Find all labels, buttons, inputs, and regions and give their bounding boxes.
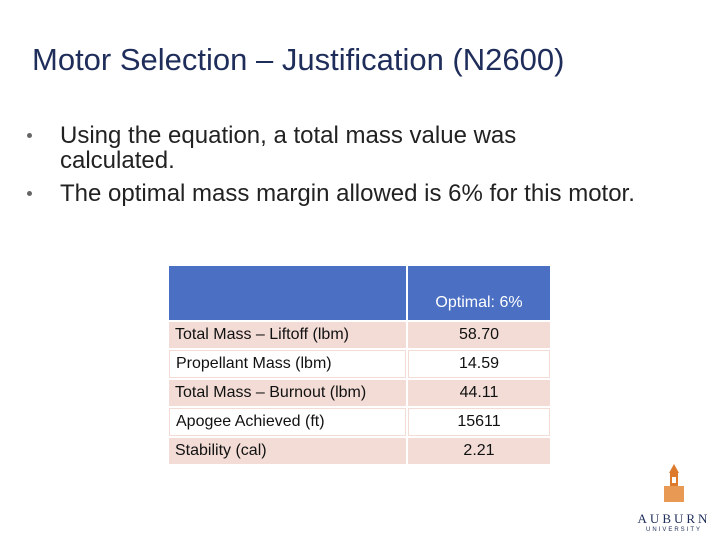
table-row: Propellant Mass (lbm) 14.59 bbox=[169, 350, 550, 378]
table-cell: Total Mass – Burnout (lbm) bbox=[169, 380, 406, 406]
data-table: Optimal: 6% Total Mass – Liftoff (lbm) 58… bbox=[167, 264, 552, 466]
bullet: Using the equation, a total mass value w… bbox=[27, 122, 635, 174]
table-cell: 58.70 bbox=[408, 322, 550, 348]
table-row: Total Mass – Liftoff (lbm) 58.70 bbox=[169, 322, 550, 348]
table-cell: 14.59 bbox=[408, 350, 550, 378]
table-cell: 44.11 bbox=[408, 380, 550, 406]
slide-title: Motor Selection – Justification (N2600) bbox=[32, 42, 565, 77]
table-row: Total Mass – Burnout (lbm) 44.11 bbox=[169, 380, 550, 406]
header-cell: Optimal: 6% bbox=[408, 266, 550, 320]
logo-tower bbox=[664, 464, 684, 502]
bullet-text: The optimal mass margin allowed is 6% fo… bbox=[60, 180, 635, 207]
logo: AUBURN UNIVERSITY bbox=[636, 464, 712, 533]
header-row: Optimal: 6% bbox=[169, 266, 550, 320]
logo-subtitle: UNIVERSITY bbox=[645, 527, 702, 533]
table-cell: Total Mass – Liftoff (lbm) bbox=[169, 322, 406, 348]
table-row: Stability (cal) 2.21 bbox=[169, 438, 550, 464]
table-row: Apogee Achieved (ft) 15611 bbox=[169, 408, 550, 436]
table-cell: 15611 bbox=[408, 408, 550, 436]
table-cell: 2.21 bbox=[408, 438, 550, 464]
table-cell: Apogee Achieved (ft) bbox=[169, 408, 406, 436]
logo-name: AUBURN bbox=[637, 511, 711, 526]
bullet: The optimal mass margin allowed is 6% fo… bbox=[27, 180, 635, 207]
table-cell: Propellant Mass (lbm) bbox=[169, 350, 406, 378]
header-cell bbox=[169, 266, 406, 320]
bullet-text: Using the equation, a total mass value w… bbox=[60, 122, 517, 174]
table-cell: Stability (cal) bbox=[169, 438, 406, 464]
